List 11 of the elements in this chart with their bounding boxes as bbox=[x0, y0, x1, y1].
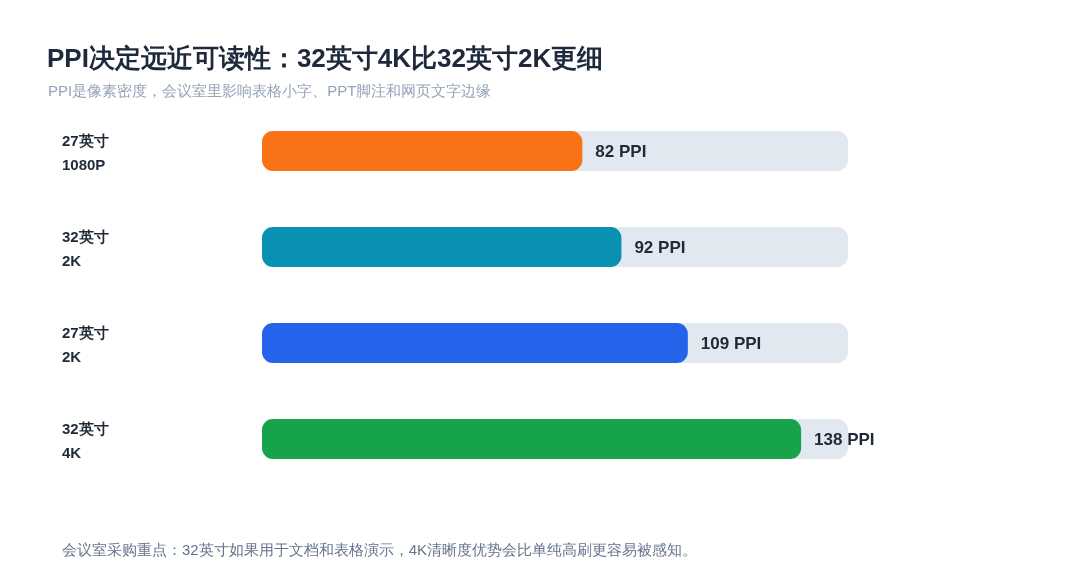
y-tick-label: 27英寸 2K bbox=[62, 324, 109, 365]
y-tick-label: 27英寸 1080P bbox=[62, 132, 109, 173]
chart-subtitle: PPI是像素密度，会议室里影响表格小字、PPT脚注和网页文字边缘 bbox=[48, 82, 492, 99]
y-tick-label: 32英寸 2K bbox=[62, 228, 109, 269]
data-label: 92 PPI bbox=[634, 238, 686, 257]
data-label: 82 PPI bbox=[595, 142, 647, 161]
data-label: 138 PPI bbox=[814, 430, 875, 449]
data-label: 109 PPI bbox=[700, 334, 762, 353]
y-tick-label: 32英寸 4K bbox=[62, 420, 109, 461]
text: 会议室采购重点：32英寸如果用于文档和表格演示，4K清晰度优势会比单纯高刷更容易被感知。 bbox=[62, 541, 698, 558]
chart-title: PPI决定远近可读性：32英寸4K比32英寸2K更细 bbox=[47, 43, 604, 73]
